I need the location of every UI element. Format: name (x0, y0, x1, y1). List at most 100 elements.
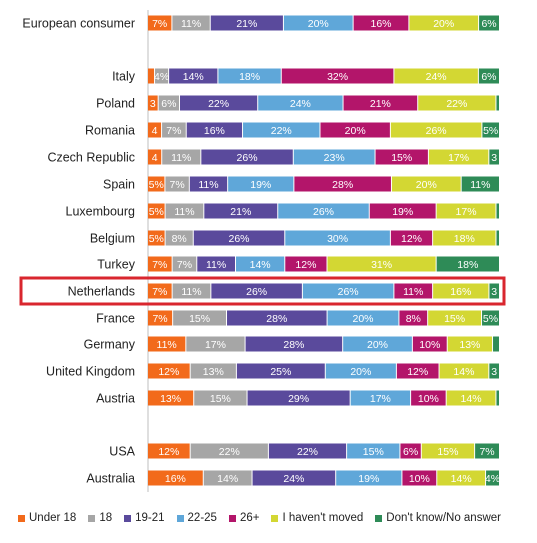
data-label: 10% (409, 473, 430, 485)
bar-segment (148, 336, 186, 352)
data-label: 16% (450, 286, 471, 298)
bar-segment (336, 470, 402, 486)
bar-segment (201, 149, 293, 165)
data-label: 3 (491, 286, 497, 298)
bar-segment (486, 470, 499, 486)
bar-segment (411, 390, 446, 406)
data-label: 12% (295, 259, 316, 271)
legend-item: Don't know/No answer (375, 512, 501, 524)
bar-segment (396, 363, 439, 379)
category-label: Austria (96, 392, 135, 406)
category-label: Turkey (97, 258, 135, 272)
data-label: 11% (403, 286, 423, 298)
data-label: 7% (166, 125, 181, 137)
legend-label: 22-25 (187, 512, 217, 524)
bar-segment (252, 470, 336, 486)
data-label: 26% (313, 206, 334, 218)
data-label: 20% (367, 339, 388, 351)
bar-segment (479, 15, 499, 31)
bar-segment (258, 95, 343, 111)
data-label: 6% (481, 71, 496, 83)
data-label: 4 (152, 125, 158, 137)
data-label: 32% (327, 71, 348, 83)
data-label: 20% (416, 179, 437, 191)
legend-item: Under 18 (18, 512, 76, 524)
bar-segment (327, 256, 436, 272)
bar-segment (446, 390, 496, 406)
bar-segment (148, 256, 172, 272)
bar-segment (475, 443, 499, 459)
bar-segment (394, 68, 478, 84)
data-label: 7% (152, 286, 167, 298)
data-label: 12% (158, 366, 179, 378)
data-label: 14% (250, 259, 271, 271)
category-label: Australia (86, 472, 135, 486)
data-label: 19% (392, 206, 413, 218)
bar-segment (186, 122, 243, 138)
legend-item: I haven't moved (271, 512, 363, 524)
data-label: 20% (353, 313, 374, 325)
category-label: France (96, 312, 135, 326)
data-label: 22% (219, 446, 240, 458)
data-label: 19% (250, 179, 271, 191)
data-label: 7% (152, 313, 167, 325)
bar-segment (155, 68, 169, 84)
data-label: 26% (229, 233, 250, 245)
bar-segment (210, 15, 283, 31)
data-label: 22% (271, 125, 292, 137)
category-label: Czech Republic (47, 151, 135, 165)
data-label: 3 (491, 152, 497, 164)
legend-swatch (228, 514, 236, 522)
bar-segment (218, 68, 281, 84)
bar-segment (390, 122, 482, 138)
bar-segment (148, 68, 155, 84)
bar-segment (489, 283, 499, 299)
data-label: 26% (246, 286, 267, 298)
bar-segment (433, 283, 489, 299)
bar-segment (390, 230, 433, 246)
bar-segment (162, 149, 201, 165)
data-label: 24% (283, 473, 304, 485)
legend-item: 26+ (228, 512, 259, 524)
bar-segment (148, 203, 165, 219)
legend-swatch (176, 514, 184, 522)
data-label: 6% (481, 18, 496, 30)
data-label: 15% (444, 313, 465, 325)
data-label: 4% (485, 473, 500, 485)
data-label: 17% (456, 206, 477, 218)
bar-segment (172, 283, 211, 299)
data-label: 15% (363, 446, 384, 458)
bar-segment (369, 203, 436, 219)
data-label: 24% (426, 71, 447, 83)
bar-segment (247, 390, 350, 406)
bar-segment (227, 310, 327, 326)
bar-segment (482, 122, 499, 138)
data-label: 5% (149, 179, 164, 191)
data-label: 26% (237, 152, 258, 164)
bar-segment (148, 149, 162, 165)
data-label: 28% (332, 179, 353, 191)
legend-item: 19-21 (124, 512, 165, 524)
data-label: 13% (459, 339, 480, 351)
legend-label: I haven't moved (282, 512, 364, 524)
category-label: USA (109, 445, 135, 459)
bar-segment (228, 176, 294, 192)
bar-segment (478, 68, 499, 84)
bar-segment (148, 363, 190, 379)
legend-swatch (124, 514, 132, 522)
stacked-bar-chart: European consumer 7% 11% 21% 20% 16% 20% 6% Ital… (19, 10, 506, 492)
bar-segment (437, 470, 486, 486)
bar-segment (189, 176, 228, 192)
legend-swatch (88, 514, 96, 522)
data-label: 12% (158, 446, 179, 458)
bar-segment (325, 363, 396, 379)
data-label: 25% (270, 366, 291, 378)
legend-swatch (18, 514, 25, 522)
data-label: 11% (181, 18, 201, 30)
bar-segment (439, 363, 489, 379)
bar-segment (165, 230, 193, 246)
data-label: 7% (479, 446, 494, 458)
data-label: 24% (290, 98, 311, 110)
category-label: Spain (103, 178, 135, 192)
bar-segment (243, 122, 320, 138)
